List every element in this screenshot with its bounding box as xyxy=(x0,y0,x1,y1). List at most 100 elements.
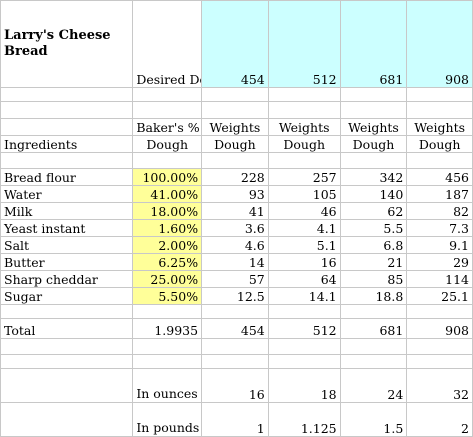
bakers-percent[interactable]: 1.60% xyxy=(132,219,203,237)
desired-weight-cell[interactable]: 512 xyxy=(267,0,341,88)
weight-cell[interactable]: 114 xyxy=(406,270,473,288)
weight-cell[interactable]: 4.6 xyxy=(201,236,269,254)
bakers-percent[interactable]: 100.00% xyxy=(132,168,203,186)
column-header[interactable]: Weights xyxy=(406,118,473,136)
empty-cell[interactable] xyxy=(339,152,408,169)
empty-cell[interactable] xyxy=(406,87,473,102)
empty-cell[interactable] xyxy=(0,402,134,437)
weight-cell[interactable]: 5.5 xyxy=(339,219,408,237)
empty-cell[interactable] xyxy=(339,304,408,319)
empty-cell[interactable] xyxy=(201,152,269,169)
empty-cell[interactable] xyxy=(132,152,203,169)
ingredient-name[interactable]: Sugar xyxy=(0,287,134,305)
ingredient-name[interactable]: Yeast instant xyxy=(0,219,134,237)
weight-cell[interactable]: 9.1 xyxy=(406,236,473,254)
weight-cell[interactable]: 6.8 xyxy=(339,236,408,254)
empty-cell[interactable] xyxy=(132,354,203,369)
weight-cell[interactable]: 21 xyxy=(339,253,408,271)
empty-cell[interactable] xyxy=(267,354,341,369)
total-weight[interactable]: 681 xyxy=(339,318,408,339)
pounds-value[interactable]: 1.125 xyxy=(267,402,341,437)
column-subheader[interactable]: Dough xyxy=(267,135,341,153)
column-header[interactable]: Weights xyxy=(267,118,341,136)
bakers-percent[interactable]: 2.00% xyxy=(132,236,203,254)
desired-weight-cell[interactable]: 454 xyxy=(201,0,269,88)
ingredient-name[interactable]: Salt xyxy=(0,236,134,254)
empty-cell[interactable] xyxy=(201,354,269,369)
ingredient-name[interactable]: Sharp cheddar xyxy=(0,270,134,288)
column-subheader[interactable]: Dough xyxy=(339,135,408,153)
total-label[interactable]: Total xyxy=(0,318,134,339)
weight-cell[interactable]: 4.1 xyxy=(267,219,341,237)
empty-cell[interactable] xyxy=(201,304,269,319)
weight-cell[interactable]: 62 xyxy=(339,202,408,220)
weight-cell[interactable]: 257 xyxy=(267,168,341,186)
desired-weight-cell[interactable]: 681 xyxy=(339,0,408,88)
weight-cell[interactable]: 228 xyxy=(201,168,269,186)
empty-cell[interactable] xyxy=(406,304,473,319)
weight-cell[interactable]: 25.1 xyxy=(406,287,473,305)
ingredients-header[interactable]: Ingredients xyxy=(0,135,134,153)
empty-cell[interactable] xyxy=(0,152,134,169)
empty-cell[interactable] xyxy=(0,101,134,119)
bakers-percent[interactable]: 5.50% xyxy=(132,287,203,305)
ingredient-name[interactable]: Water xyxy=(0,185,134,203)
weight-cell[interactable]: 5.1 xyxy=(267,236,341,254)
ounces-value[interactable]: 16 xyxy=(201,368,269,403)
weight-cell[interactable]: 187 xyxy=(406,185,473,203)
empty-cell[interactable] xyxy=(339,354,408,369)
empty-cell[interactable] xyxy=(267,338,341,355)
empty-cell[interactable] xyxy=(0,118,134,136)
ounces-value[interactable]: 32 xyxy=(406,368,473,403)
weight-cell[interactable]: 7.3 xyxy=(406,219,473,237)
empty-cell[interactable] xyxy=(0,354,134,369)
total-percent[interactable]: 1.9935 xyxy=(132,318,203,339)
column-subheader[interactable]: Dough xyxy=(132,135,203,153)
empty-cell[interactable] xyxy=(267,152,341,169)
empty-cell[interactable] xyxy=(406,338,473,355)
column-subheader[interactable]: Dough xyxy=(406,135,473,153)
weight-cell[interactable]: 14.1 xyxy=(267,287,341,305)
empty-cell[interactable] xyxy=(132,304,203,319)
bakers-percent[interactable]: 41.00% xyxy=(132,185,203,203)
weight-cell[interactable]: 105 xyxy=(267,185,341,203)
ounces-label[interactable]: In ounces xyxy=(132,368,203,403)
empty-cell[interactable] xyxy=(267,101,341,119)
empty-cell[interactable] xyxy=(406,152,473,169)
empty-cell[interactable] xyxy=(201,87,269,102)
bakers-percent[interactable]: 25.00% xyxy=(132,270,203,288)
weight-cell[interactable]: 342 xyxy=(339,168,408,186)
empty-cell[interactable] xyxy=(132,87,203,102)
column-header[interactable]: Weights xyxy=(339,118,408,136)
empty-cell[interactable] xyxy=(201,101,269,119)
empty-cell[interactable] xyxy=(339,338,408,355)
weight-cell[interactable]: 41 xyxy=(201,202,269,220)
empty-cell[interactable] xyxy=(0,338,134,355)
total-weight[interactable]: 908 xyxy=(406,318,473,339)
column-subheader[interactable]: Dough xyxy=(201,135,269,153)
empty-cell[interactable] xyxy=(339,101,408,119)
ingredient-name[interactable]: Bread flour xyxy=(0,168,134,186)
weight-cell[interactable]: 140 xyxy=(339,185,408,203)
pounds-label[interactable]: In pounds xyxy=(132,402,203,437)
empty-cell[interactable] xyxy=(406,101,473,119)
bakers-percent[interactable]: 18.00% xyxy=(132,202,203,220)
weight-cell[interactable]: 82 xyxy=(406,202,473,220)
weight-cell[interactable]: 46 xyxy=(267,202,341,220)
column-header[interactable]: Weights xyxy=(201,118,269,136)
weight-cell[interactable]: 456 xyxy=(406,168,473,186)
ounces-value[interactable]: 24 xyxy=(339,368,408,403)
empty-cell[interactable] xyxy=(201,338,269,355)
pounds-value[interactable]: 2 xyxy=(406,402,473,437)
desired-weight-label[interactable]: Desired Dough Weight in grams --> xyxy=(132,0,203,88)
empty-cell[interactable] xyxy=(267,304,341,319)
weight-cell[interactable]: 18.8 xyxy=(339,287,408,305)
empty-cell[interactable] xyxy=(132,338,203,355)
total-weight[interactable]: 512 xyxy=(267,318,341,339)
weight-cell[interactable]: 12.5 xyxy=(201,287,269,305)
empty-cell[interactable] xyxy=(132,101,203,119)
empty-cell[interactable] xyxy=(0,87,134,102)
pounds-value[interactable]: 1 xyxy=(201,402,269,437)
column-header[interactable]: Baker's % xyxy=(132,118,203,136)
weight-cell[interactable]: 85 xyxy=(339,270,408,288)
